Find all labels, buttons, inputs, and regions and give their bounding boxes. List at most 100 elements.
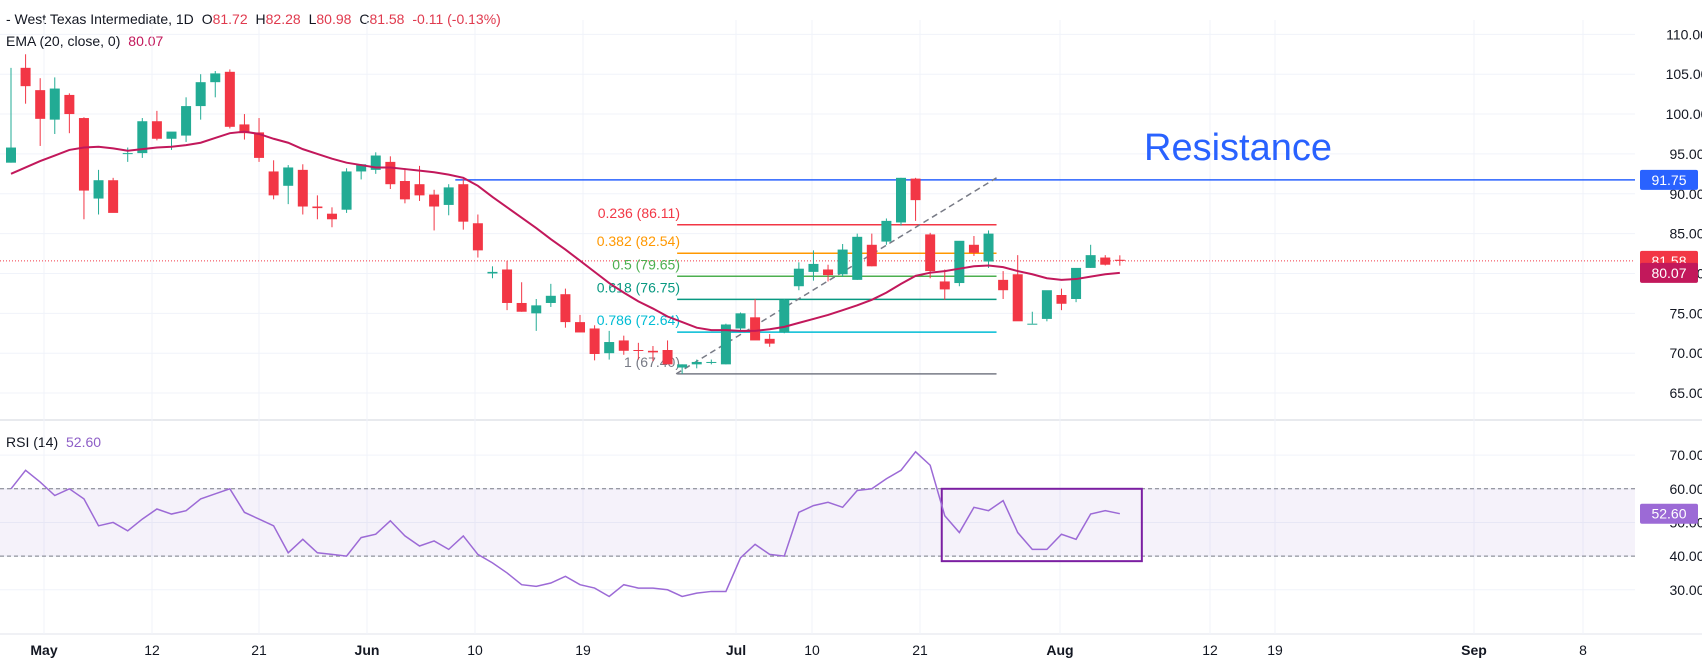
candle-down — [429, 189, 440, 231]
ema-price-bg — [1640, 262, 1698, 283]
candle-body — [633, 350, 644, 351]
candle-down — [297, 164, 308, 215]
candle-body — [122, 153, 133, 155]
candle-body — [472, 223, 483, 251]
candle-body — [764, 338, 775, 344]
candle-body — [706, 361, 717, 363]
candle-body — [35, 90, 46, 119]
candle-body — [458, 184, 469, 222]
candle-down — [764, 334, 775, 347]
candle-up — [1085, 244, 1096, 268]
candle-body — [20, 67, 31, 87]
candle-body — [662, 350, 673, 365]
candle-down — [647, 346, 658, 362]
candle-up — [137, 118, 148, 158]
candle-body — [823, 269, 834, 276]
ema-value: 80.07 — [128, 33, 164, 49]
x-tick-label: 10 — [804, 642, 820, 658]
candle-body — [443, 187, 454, 205]
candle-body — [78, 118, 89, 191]
candle-up — [852, 233, 863, 280]
candle-down — [662, 340, 673, 365]
candle-down — [589, 325, 600, 361]
candle-up — [1027, 311, 1038, 325]
rsi-header: RSI (14) 52.60 — [6, 434, 105, 450]
candle-up — [370, 152, 381, 174]
candle-body — [983, 233, 994, 262]
candle-down — [78, 117, 89, 220]
candle-up — [954, 240, 965, 287]
price-y-tick-label: 105.00 — [1666, 66, 1702, 82]
x-tick-label: 19 — [1267, 642, 1283, 658]
candle-up — [443, 184, 454, 216]
resistance-annotation: Resistance — [1144, 127, 1332, 169]
candle-body — [720, 324, 731, 365]
candle-body — [6, 147, 16, 163]
ema-label: EMA (20, close, 0) — [6, 33, 121, 49]
candle-down — [1012, 255, 1023, 322]
candle-body — [356, 164, 367, 172]
candle-body — [487, 271, 498, 274]
candle-body — [516, 302, 527, 312]
symbol-label: - West Texas Intermediate, 1D — [6, 11, 194, 27]
candle-body — [677, 364, 688, 368]
candle-body — [881, 220, 892, 242]
price-y-tick-label: 70.00 — [1669, 345, 1702, 361]
candle-body — [93, 180, 104, 199]
candle-body — [399, 181, 410, 200]
candle-body — [151, 121, 162, 139]
x-tick-label: 12 — [1202, 642, 1218, 658]
candle-body — [545, 295, 556, 303]
candle-body — [181, 106, 192, 136]
candle-up — [6, 67, 16, 163]
candle-body — [224, 71, 235, 127]
candle-up — [1041, 290, 1052, 322]
candle-body — [808, 263, 819, 272]
price-y-tick-label: 110.00 — [1666, 26, 1702, 42]
candle-body — [326, 213, 337, 220]
candle-up — [677, 364, 688, 374]
candle-up — [49, 77, 60, 134]
high-value: 82.28 — [265, 11, 301, 27]
candle-body — [779, 299, 790, 333]
fib-level-label: 0.236 (86.11) — [598, 205, 680, 221]
ema-line — [10, 130, 1120, 332]
candle-up — [983, 230, 994, 268]
candle-down — [502, 260, 513, 311]
rsi-label: RSI (14) — [6, 434, 59, 450]
x-tick-label: 10 — [467, 642, 483, 658]
candle-down — [1114, 255, 1125, 266]
candle-up — [837, 243, 848, 277]
candle-up — [881, 218, 892, 245]
candle-body — [1114, 259, 1125, 261]
fib-level-label: 0.5 (79.65) — [612, 256, 680, 272]
candle-down — [472, 214, 483, 258]
candle-body — [618, 340, 629, 351]
rsi-y-tick-label: 70.00 — [1669, 447, 1702, 463]
rsi-price-bg — [1640, 503, 1698, 524]
candle-body — [195, 82, 206, 107]
x-tick-label: Aug — [1046, 642, 1073, 658]
candle-up — [1071, 267, 1082, 303]
candle-body — [1012, 274, 1023, 322]
x-tick-label: Jun — [355, 642, 380, 658]
candle-body — [1056, 295, 1067, 304]
candle-body — [939, 281, 950, 290]
open-label: O — [201, 11, 213, 27]
candle-up — [735, 312, 746, 332]
high-label: H — [255, 11, 266, 27]
change-value: -0.11 (-0.13%) — [412, 11, 501, 27]
candle-body — [49, 88, 60, 120]
price-y-tick-label: 100.00 — [1666, 106, 1702, 122]
rsi-price-label: 52.60 — [1651, 506, 1686, 522]
candle-up — [808, 250, 819, 281]
candle-down — [633, 342, 644, 360]
close-value: 81.58 — [369, 11, 405, 27]
candle-body — [837, 249, 848, 275]
rsi-band — [0, 488, 1635, 557]
candle-body — [414, 184, 425, 196]
candle-body — [954, 240, 965, 284]
candle-down — [385, 156, 396, 189]
candle-body — [1085, 255, 1096, 268]
